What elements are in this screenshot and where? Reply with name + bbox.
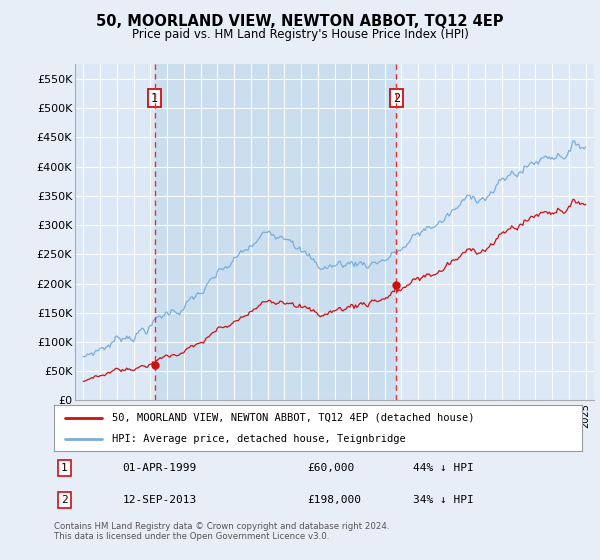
Text: 2: 2 xyxy=(61,495,68,505)
Text: 1: 1 xyxy=(61,463,68,473)
Text: £198,000: £198,000 xyxy=(307,495,361,505)
Text: 50, MOORLAND VIEW, NEWTON ABBOT, TQ12 4EP (detached house): 50, MOORLAND VIEW, NEWTON ABBOT, TQ12 4E… xyxy=(112,413,475,423)
Text: 44% ↓ HPI: 44% ↓ HPI xyxy=(413,463,474,473)
Bar xyxy=(155,64,397,400)
Text: 2: 2 xyxy=(393,91,400,105)
Text: 1: 1 xyxy=(151,91,158,105)
Text: £60,000: £60,000 xyxy=(307,463,355,473)
Text: 01-APR-1999: 01-APR-1999 xyxy=(122,463,197,473)
Text: Price paid vs. HM Land Registry's House Price Index (HPI): Price paid vs. HM Land Registry's House … xyxy=(131,28,469,41)
Text: Contains HM Land Registry data © Crown copyright and database right 2024.
This d: Contains HM Land Registry data © Crown c… xyxy=(54,522,389,542)
Text: 12-SEP-2013: 12-SEP-2013 xyxy=(122,495,197,505)
Text: 34% ↓ HPI: 34% ↓ HPI xyxy=(413,495,474,505)
Text: 50, MOORLAND VIEW, NEWTON ABBOT, TQ12 4EP: 50, MOORLAND VIEW, NEWTON ABBOT, TQ12 4E… xyxy=(96,14,504,29)
Text: HPI: Average price, detached house, Teignbridge: HPI: Average price, detached house, Teig… xyxy=(112,435,406,444)
